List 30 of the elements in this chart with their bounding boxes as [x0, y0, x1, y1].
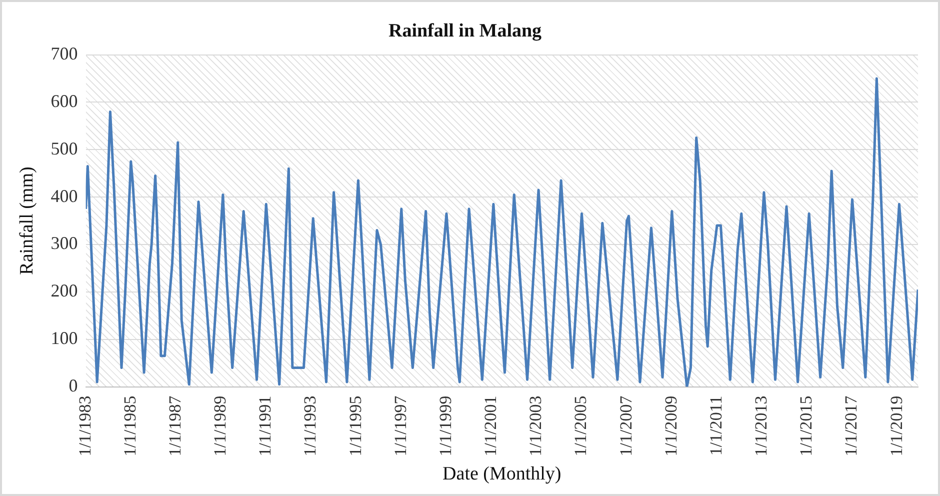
x-tick-label: 1/1/1997	[390, 395, 410, 456]
x-tick-label: 1/1/2019	[886, 396, 906, 456]
x-tick-label: 1/1/1987	[165, 395, 184, 456]
x-tick-label: 1/1/1993	[300, 396, 320, 456]
y-tick-label: 600	[50, 90, 78, 111]
y-tick-label: 500	[50, 138, 78, 158]
x-tick-label: 1/1/2003	[526, 396, 546, 456]
x-tick-label: 1/1/1989	[210, 396, 230, 456]
x-tick-label: 1/1/1983	[75, 396, 94, 456]
x-tick-label: 1/1/1999	[436, 396, 455, 456]
x-axis-title: Date (Monthly)	[442, 464, 562, 485]
y-tick-label: 200	[50, 280, 78, 301]
x-tick-label: 1/1/2009	[661, 396, 680, 456]
x-tick-label: 1/1/1985	[120, 396, 140, 456]
x-tick-label: 1/1/2013	[752, 396, 771, 456]
x-tick-label: 1/1/1991	[256, 396, 275, 456]
y-tick-label: 100	[50, 328, 78, 348]
y-tick-label: 0	[68, 375, 78, 396]
x-tick-label: 1/1/1995	[346, 396, 365, 456]
chart-title: Rainfall in Malang	[388, 20, 542, 42]
x-tick-label: 1/1/2001	[481, 396, 500, 456]
y-axis-title: Rainfall (mm)	[16, 166, 38, 275]
x-tick-label: 1/1/2011	[706, 396, 726, 456]
x-tick-label: 1/1/2017	[842, 395, 861, 456]
y-tick-label: 400	[50, 186, 78, 206]
x-tick-label: 1/1/2005	[571, 396, 590, 456]
x-tick-label: 1/1/2015	[796, 396, 816, 456]
x-tick-label: 1/1/2007	[616, 395, 636, 456]
y-tick-label: 300	[50, 233, 78, 254]
y-tick-label: 700	[50, 44, 78, 64]
